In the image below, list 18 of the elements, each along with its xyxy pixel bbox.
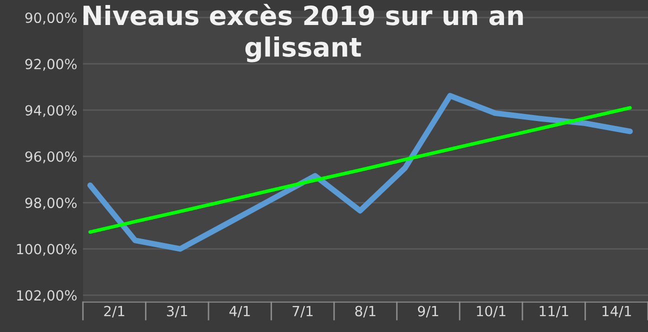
text: 7/1: [292, 306, 313, 318]
y-tick-label: 94,00%: [25, 105, 77, 117]
y-tick-label: 96,00%: [25, 151, 77, 164]
y-tick-label: 102,00%: [17, 290, 77, 302]
text: 10/1: [476, 306, 506, 318]
text: 4/1: [229, 306, 250, 318]
y-tick-label: 100,00%: [17, 244, 77, 256]
text: 2/1: [104, 306, 124, 318]
text: 3/1: [167, 306, 188, 318]
y-tick-label: 98,00%: [25, 198, 77, 210]
y-tick-label: 92,00%: [25, 58, 77, 71]
text: 8/1: [355, 306, 376, 318]
line-series: [88, 106, 632, 234]
chart-title: Niveaus excès 2019 sur un an glissant: [84, 4, 523, 62]
text: 9/1: [418, 306, 438, 318]
text: 14/1: [602, 306, 631, 318]
text: 11/1: [540, 306, 568, 318]
y-tick-label: 90,00%: [25, 12, 77, 24]
